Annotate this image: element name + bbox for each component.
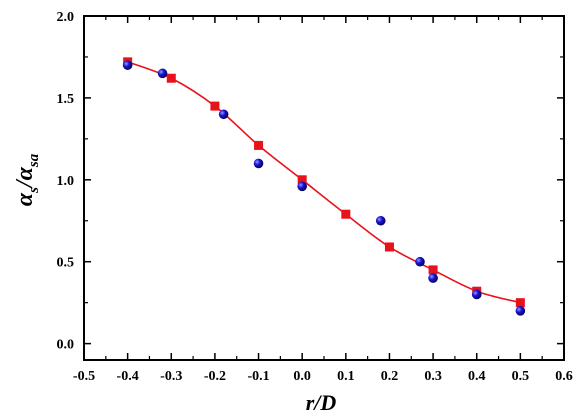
square-marker <box>515 298 525 308</box>
square-marker <box>297 175 307 185</box>
sphere-marker <box>297 181 307 192</box>
square-marker <box>254 140 264 150</box>
y-tick-label: 0.0 <box>57 338 75 353</box>
y-axis-title: αs/αsa <box>12 153 42 206</box>
y-tick-label: 1.5 <box>57 92 75 107</box>
y-title-sub2: sa <box>26 153 42 168</box>
fit-curve <box>127 61 521 304</box>
x-tick-label: 0.2 <box>381 369 399 384</box>
sphere-marker <box>471 289 482 300</box>
y-tick-label: 1.0 <box>57 174 75 189</box>
x-tick-label: -0.4 <box>117 369 139 384</box>
y-title-alpha2: α <box>12 166 38 180</box>
sphere-marker <box>218 109 229 120</box>
y-tick-label: 2.0 <box>57 10 75 25</box>
x-axis-title: r/D <box>306 390 337 415</box>
x-tick-label: 0.0 <box>293 369 311 384</box>
plot-border <box>83 15 565 361</box>
sphere-marker <box>157 68 168 79</box>
markers-layer <box>122 57 526 316</box>
square-marker <box>210 101 220 111</box>
x-tick-label: -0.1 <box>247 369 269 384</box>
square-marker <box>428 265 438 275</box>
sphere-marker <box>253 158 264 169</box>
plot-frame <box>83 15 565 361</box>
fit-curve-layer <box>127 61 521 304</box>
y-tick-label: 0.5 <box>57 256 75 271</box>
x-tick-label: -0.5 <box>73 369 95 384</box>
y-title-alpha1: α <box>12 192 38 206</box>
sphere-marker <box>515 306 526 316</box>
x-tick-label: 0.6 <box>555 369 573 384</box>
sphere-marker <box>122 60 133 70</box>
svg-text:αs/αsa: αs/αsa <box>12 153 42 206</box>
sphere-marker <box>375 215 386 226</box>
y-title-slash: / <box>12 178 38 189</box>
x-tick-label: -0.2 <box>204 369 226 384</box>
square-marker <box>384 242 394 252</box>
square-marker <box>341 209 351 219</box>
x-tick-label: 0.3 <box>424 369 442 384</box>
square-marker <box>166 73 176 83</box>
x-tick-label: 0.5 <box>512 369 530 384</box>
y-axis: 0.0 0.5 1.0 1.5 2.0 <box>57 10 564 353</box>
x-axis: -0.5 -0.4 -0.3 -0.2 -0.1 0.0 0.1 0.2 0.3 0.4 0.5 0.… <box>73 16 573 384</box>
sphere-marker <box>415 256 425 267</box>
x-tick-label: 0.1 <box>337 369 355 384</box>
y-title-sub1: s <box>26 187 42 194</box>
x-tick-label: 0.4 <box>468 369 486 384</box>
sphere-marker <box>428 273 438 283</box>
x-tick-label: -0.3 <box>160 369 182 384</box>
